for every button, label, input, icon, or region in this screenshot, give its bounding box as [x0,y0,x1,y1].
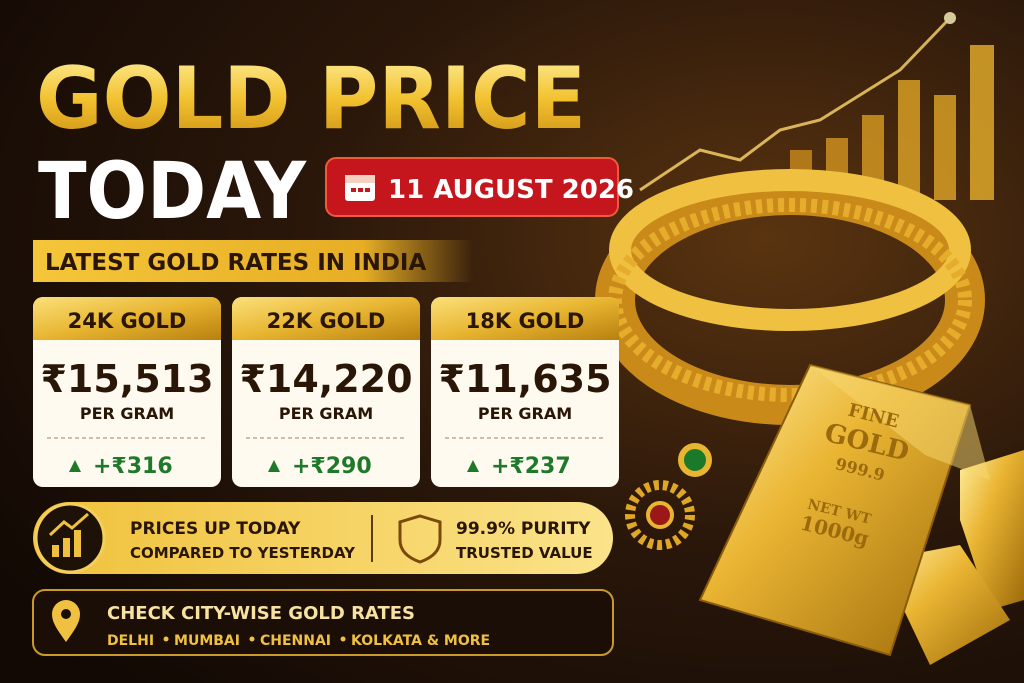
shield-icon [398,514,442,564]
separator [340,636,346,642]
card-unit: PER GRAM [80,404,174,423]
subtitle: LATEST GOLD RATES IN INDIA [45,250,426,276]
card-change: +₹316 [93,454,173,479]
card-unit: PER GRAM [279,404,373,423]
date: 11 AUGUST 2026 [388,175,634,205]
card-price: ₹11,635 [438,357,611,401]
calendar-icon [345,175,375,201]
card-label: 22K GOLD [267,309,386,333]
city-name: KOLKATA & MORE [351,633,490,649]
city-name: CHENNAI [260,633,331,649]
city-name: MUMBAI [174,633,240,649]
city-title: CHECK CITY-WISE GOLD RATES [107,603,415,624]
separator [249,636,255,642]
city-name: DELHI [107,633,154,649]
trend-icon [48,512,89,557]
up-arrow [467,460,479,472]
decor-jewelry [595,169,1024,665]
up-arrow [69,460,81,472]
card-header [232,297,420,340]
card-label: 24K GOLD [68,309,187,333]
card-unit: PER GRAM [478,404,572,423]
card-header [33,297,221,340]
title: GOLD PRICE [36,49,586,149]
decor-chart [639,12,994,200]
card-label: 18K GOLD [466,309,585,333]
card-price: ₹14,220 [239,357,412,401]
card [431,297,619,487]
card [33,297,221,487]
date-pill [325,157,619,217]
info-title: 99.9% PURITY [456,519,591,539]
pin-icon [52,600,80,642]
info-sub: TRUSTED VALUE [456,544,593,562]
card-header [431,297,619,340]
subtitle-banner [33,240,473,282]
info-bar [33,502,613,574]
separator [163,636,169,642]
info-sub: COMPARED TO YESTERDAY [130,544,356,562]
title: TODAY [38,147,307,237]
info-title: PRICES UP TODAY [130,519,301,539]
up-arrow [268,460,280,472]
card-change: +₹290 [292,454,372,479]
city-bar [32,589,614,656]
card-price: ₹15,513 [40,357,213,401]
card [232,297,420,487]
card-change: +₹237 [491,454,571,479]
